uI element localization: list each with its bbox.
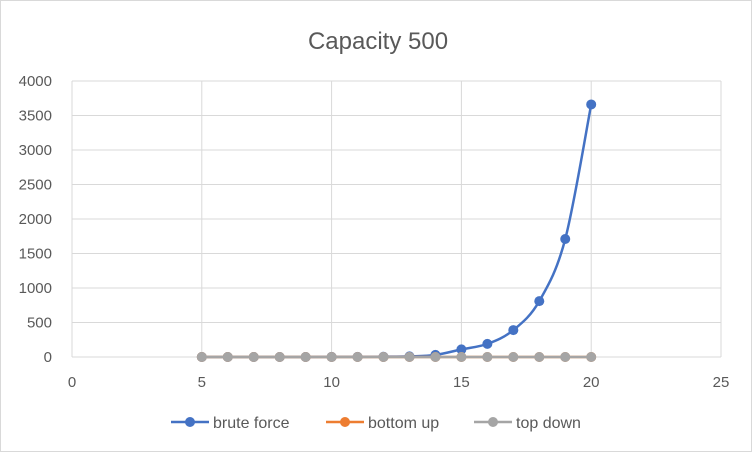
legend-marker [185,417,195,427]
y-tick-label: 1500 [19,246,52,263]
data-point-top-down [560,352,571,362]
data-point-brute-force [586,99,597,110]
y-tick-label: 500 [27,315,52,332]
x-tick-label: 20 [583,374,600,391]
y-tick-label: 3500 [19,108,52,125]
grid-layer [71,80,722,358]
data-point-brute-force [560,234,571,245]
legend-marker [340,417,350,427]
tick-labels: 0 500 1000 1500 2000 2500 3000 3500 4000 0 5 10 15 20… [19,73,730,391]
data-point-top-down [534,352,545,362]
y-tick-label: 2000 [19,211,52,228]
x-tick-label: 5 [198,374,206,391]
legend-label: bottom up [368,415,439,432]
legend-label: brute force [213,415,290,432]
legend-item-brute-force: brute force [171,415,290,432]
y-tick-label: 0 [44,349,52,366]
y-tick-label: 1000 [19,280,52,297]
series-top-down [196,352,597,362]
data-point-top-down [196,352,207,362]
y-tick-label: 4000 [19,73,52,90]
series-line-brute-force [201,104,593,359]
legend-item-bottom-up: bottom up [326,415,439,432]
data-point-top-down [300,352,311,362]
data-point-top-down [274,352,285,362]
data-point-top-down [222,352,233,362]
legend: brute force bottom up top down [171,415,581,432]
x-tick-label: 15 [453,374,470,391]
data-point-top-down [456,352,467,362]
x-tick-label: 25 [713,374,730,391]
data-point-top-down [586,352,597,362]
y-tick-label: 2500 [19,177,52,194]
data-point-top-down [404,352,415,362]
data-point-brute-force [456,344,467,355]
data-point-top-down [248,352,259,362]
chart-title: Capacity 500 [308,28,448,55]
x-tick-label: 0 [68,374,76,391]
x-tick-label: 10 [323,374,340,391]
series-layer [196,99,597,362]
data-point-brute-force [508,325,519,336]
data-point-top-down [352,352,363,362]
data-point-brute-force [482,338,493,349]
data-point-top-down [378,352,389,362]
y-tick-label: 3000 [19,142,52,159]
data-point-top-down [430,352,441,362]
legend-label: top down [516,415,581,432]
data-point-top-down [326,352,337,362]
legend-marker [488,417,498,427]
data-point-brute-force [534,296,545,307]
data-point-top-down [482,352,493,362]
legend-item-top-down: top down [474,415,581,432]
data-point-top-down [508,352,519,362]
